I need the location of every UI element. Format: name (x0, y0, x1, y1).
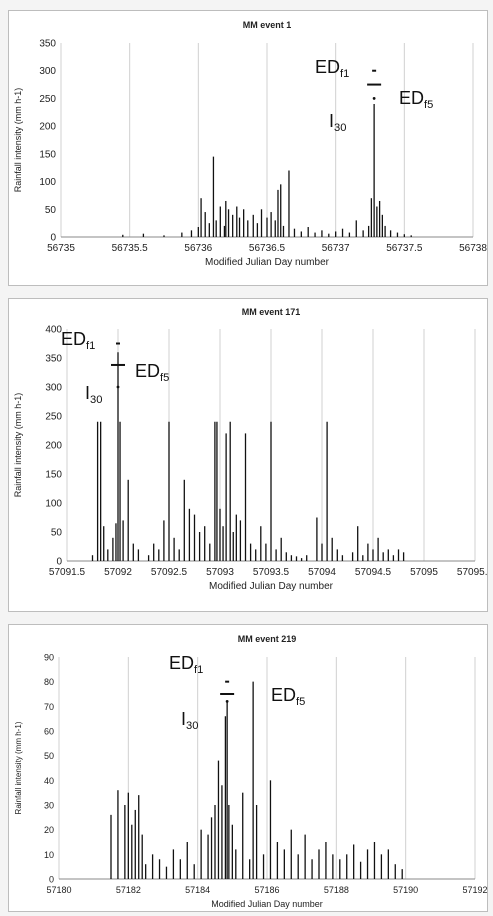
y-tick-label: 60 (44, 727, 54, 737)
y-tick-label: 90 (44, 653, 54, 663)
annotation-ed-f5: EDf5 (271, 685, 305, 708)
x-tick-label: 57182 (116, 885, 141, 895)
x-tick-label: 57094 (308, 567, 336, 578)
annotation-i30-sub: 30 (334, 122, 346, 134)
y-tick-label: 300 (39, 66, 56, 77)
x-tick-label: 56736 (184, 243, 212, 254)
y-tick-label: 150 (39, 149, 56, 160)
x-axis-title: Modified Julian Day number (211, 899, 323, 909)
x-tick-label: 56737 (322, 243, 350, 254)
annotation-ed-f1: EDf1 (61, 329, 95, 352)
y-tick-label: 70 (44, 702, 54, 712)
y-axis-title: Rainfall intensity (mm h-1) (13, 393, 23, 498)
annotation-ed-f5: EDf5 (135, 361, 169, 384)
y-tick-label: 300 (45, 383, 62, 394)
x-tick-label: 57093.5 (253, 567, 290, 578)
annotation-ed-f1-sub: f1 (86, 340, 95, 352)
x-tick-label: 56735.5 (112, 243, 149, 254)
chart-title: MM event 171 (242, 307, 301, 317)
y-tick-label: 50 (45, 205, 57, 216)
chart-panel-event-1: MM event 1 0 50 100 150 200 250 300 350 56735 5673… (8, 10, 488, 286)
y-tick-label: 200 (39, 122, 56, 133)
x-tick-label: 57094.5 (355, 567, 392, 578)
annotation-ed-f5: EDf5 (399, 88, 433, 111)
annotation-i30: I30 (85, 383, 102, 406)
y-tick-label: 250 (39, 94, 56, 105)
annotation-i30-sub: 30 (186, 720, 198, 732)
y-tick-label: 100 (45, 499, 62, 510)
y-axis-title: Rainfall intensity (mm h-1) (14, 721, 23, 814)
y-tick-label: 10 (44, 850, 54, 860)
x-tick-label: 56738 (459, 243, 487, 254)
x-tick-label: 57190 (393, 885, 418, 895)
y-tick-label: 100 (39, 177, 56, 188)
annotation-ed-f1-sub: f1 (340, 68, 349, 80)
x-tick-label: 57186 (254, 885, 279, 895)
y-tick-label: 350 (39, 39, 56, 50)
annotation-ed-f5-sub: f5 (424, 99, 433, 111)
annotation-i30-main: I (329, 111, 334, 131)
chart-event-171: MM event 171 0 50 100 150 200 250 300 350 400 5709… (13, 307, 487, 592)
y-tick-label: 150 (45, 470, 62, 481)
annotation-ed-f5-main: ED (135, 361, 160, 381)
annotation-i30-main: I (85, 383, 90, 403)
x-axis-title: Modified Julian Day number (209, 581, 334, 592)
x-tick-label: 57184 (185, 885, 210, 895)
annotation-ed-f1-main: ED (61, 329, 86, 349)
annotation-ed-f1-sub: f1 (194, 664, 203, 676)
x-tick-label: 57092.5 (151, 567, 188, 578)
y-tick-label: 50 (51, 528, 63, 539)
x-tick-label: 56736.5 (249, 243, 286, 254)
x-tick-label: 57188 (324, 885, 349, 895)
x-tick-label: 57093 (206, 567, 234, 578)
chart-event-219: MM event 219 0 10 20 30 40 50 60 70 80 90 57180 5718… (14, 634, 487, 909)
y-axis-title: Rainfall intensity (mm h-1) (13, 88, 23, 193)
y-tick-label: 20 (44, 825, 54, 835)
chart-panel-event-219: MM event 219 0 10 20 30 40 50 60 70 80 90 57180 5718… (8, 624, 488, 912)
annotation-ed-f1-main: ED (315, 57, 340, 77)
x-tick-label: 56737.5 (386, 243, 423, 254)
y-tick-label: 0 (56, 557, 62, 568)
annotation-ed-f5-main: ED (399, 88, 424, 108)
x-tick-label: 57192 (462, 885, 487, 895)
x-tick-label: 57092 (104, 567, 132, 578)
annotation-i30: I30 (181, 709, 198, 732)
y-tick-label: 80 (44, 677, 54, 687)
y-tick-label: 350 (45, 354, 62, 365)
x-tick-label: 57091.5 (49, 567, 86, 578)
chart-title: MM event 1 (243, 20, 292, 30)
annotation-i30-main: I (181, 709, 186, 729)
annotation-ed-f5-sub: f5 (160, 372, 169, 384)
y-tick-label: 50 (44, 751, 54, 761)
annotation-ed-f5-main: ED (271, 685, 296, 705)
annotation-i30: I30 (329, 111, 346, 134)
i30-marker (372, 97, 376, 100)
chart-event-1: MM event 1 0 50 100 150 200 250 300 350 56735 5673… (13, 20, 487, 268)
annotation-i30-sub: 30 (90, 394, 102, 406)
i30-marker (116, 385, 120, 389)
chart-title: MM event 219 (238, 634, 297, 644)
y-tick-label: 250 (45, 412, 62, 423)
x-tick-label: 57095 (410, 567, 438, 578)
annotation-ed-f1-main: ED (169, 653, 194, 673)
y-tick-label: 40 (44, 776, 54, 786)
annotation-ed-f1: EDf1 (169, 653, 203, 676)
y-tick-label: 0 (50, 233, 56, 244)
y-tick-label: 0 (49, 875, 54, 885)
x-tick-label: 56735 (47, 243, 75, 254)
x-tick-label: 57180 (46, 885, 71, 895)
annotation-ed-f1: EDf1 (315, 57, 349, 80)
chart-panel-event-171: MM event 171 0 50 100 150 200 250 300 350 400 5709… (8, 298, 488, 612)
y-tick-label: 30 (44, 801, 54, 811)
x-tick-label: 57095.5 (457, 567, 487, 578)
x-axis-title: Modified Julian Day number (205, 257, 330, 268)
i30-marker (225, 700, 229, 703)
y-tick-label: 200 (45, 441, 62, 452)
y-tick-label: 400 (45, 325, 62, 336)
annotation-ed-f5-sub: f5 (296, 696, 305, 708)
